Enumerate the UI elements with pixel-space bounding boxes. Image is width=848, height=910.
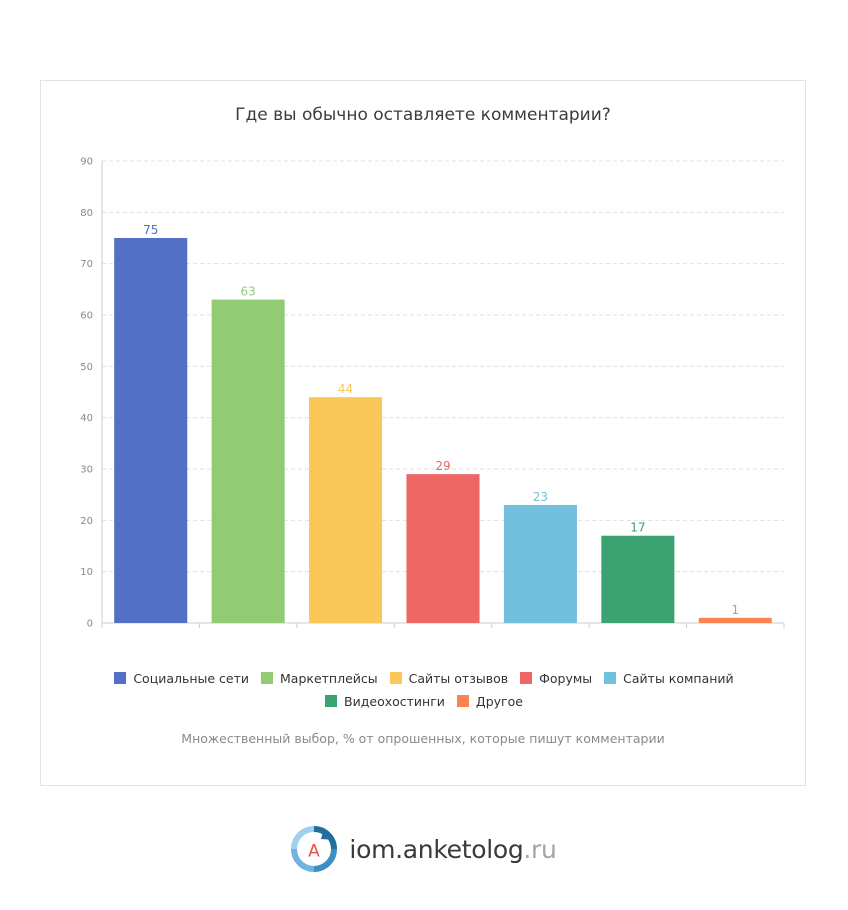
legend-label: Видеохостинги bbox=[344, 694, 445, 709]
legend-item[interactable]: Сайты отзывов bbox=[389, 667, 509, 690]
legend-label: Форумы bbox=[539, 671, 593, 686]
legend-item[interactable]: Маркетплейсы bbox=[261, 667, 378, 690]
logo-text: iom.anketolog.ru bbox=[349, 835, 556, 864]
legend-item[interactable]: Форумы bbox=[520, 667, 592, 690]
bar-value-label: 75 bbox=[143, 223, 158, 237]
legend-swatch bbox=[520, 672, 533, 684]
bar-value-label: 17 bbox=[630, 521, 645, 535]
bar bbox=[406, 474, 480, 623]
legend-label: Социальные сети bbox=[133, 671, 250, 686]
bar bbox=[211, 299, 285, 623]
bar bbox=[503, 504, 577, 623]
bar-chart: 0 10 20 30 40 50 60 70 80 90 75 63 44 29 23 17 1 bbox=[80, 157, 785, 630]
bar-value-label: 44 bbox=[338, 382, 353, 396]
chart-note: Множественный выбор, % от опрошенных, ко… bbox=[181, 731, 665, 746]
y-tick-label: 10 bbox=[80, 567, 93, 578]
bar-value-label: 29 bbox=[435, 459, 450, 473]
legend-item[interactable]: Видеохостинги bbox=[325, 690, 445, 713]
legend-item[interactable]: Социальные сети bbox=[114, 667, 249, 690]
legend-swatch bbox=[261, 672, 274, 684]
legend-label: Сайты отзывов bbox=[408, 671, 509, 686]
y-tick-label: 50 bbox=[80, 362, 93, 373]
logo-tld: .ru bbox=[523, 834, 557, 864]
chart-legend: Социальные сети Маркетплейсы Сайты отзывов… bbox=[101, 667, 747, 713]
brand-logo[interactable]: A iom.anketolog.ru bbox=[0, 826, 848, 872]
bar bbox=[698, 617, 772, 623]
chart-title: Где вы обычно оставляете комментарии? bbox=[235, 105, 611, 125]
bar-value-label: 23 bbox=[533, 490, 548, 504]
legend-label: Другое bbox=[475, 694, 523, 709]
chart-card: Где вы обычно оставляете комментарии? 0 1… bbox=[40, 80, 806, 786]
y-tick-label: 60 bbox=[80, 311, 93, 322]
logo-letter: A bbox=[309, 842, 321, 862]
logo-name: iom.anketolog bbox=[349, 834, 524, 864]
bar bbox=[309, 397, 383, 623]
y-tick-label: 80 bbox=[80, 208, 93, 219]
y-tick-label: 40 bbox=[80, 413, 93, 424]
bar-value-label: 63 bbox=[241, 285, 256, 299]
legend-swatch bbox=[325, 695, 338, 707]
y-tick-label: 70 bbox=[80, 259, 93, 270]
legend-swatch bbox=[456, 695, 469, 707]
legend-label: Маркетплейсы bbox=[280, 671, 378, 686]
legend-item[interactable]: Другое bbox=[456, 690, 523, 713]
legend-swatch bbox=[389, 672, 402, 684]
legend-swatch bbox=[114, 672, 127, 684]
bar bbox=[114, 238, 188, 623]
bar bbox=[601, 535, 675, 623]
legend-item[interactable]: Сайты компаний bbox=[604, 667, 734, 690]
bar-value-label: 1 bbox=[731, 603, 739, 617]
y-tick-label: 30 bbox=[80, 465, 93, 476]
y-tick-label: 20 bbox=[80, 516, 93, 527]
y-tick-label: 0 bbox=[87, 619, 93, 630]
legend-label: Сайты компаний bbox=[623, 671, 734, 686]
anketolog-logo-icon: A bbox=[291, 826, 338, 872]
legend-swatch bbox=[604, 672, 617, 684]
y-tick-label: 90 bbox=[80, 157, 93, 168]
